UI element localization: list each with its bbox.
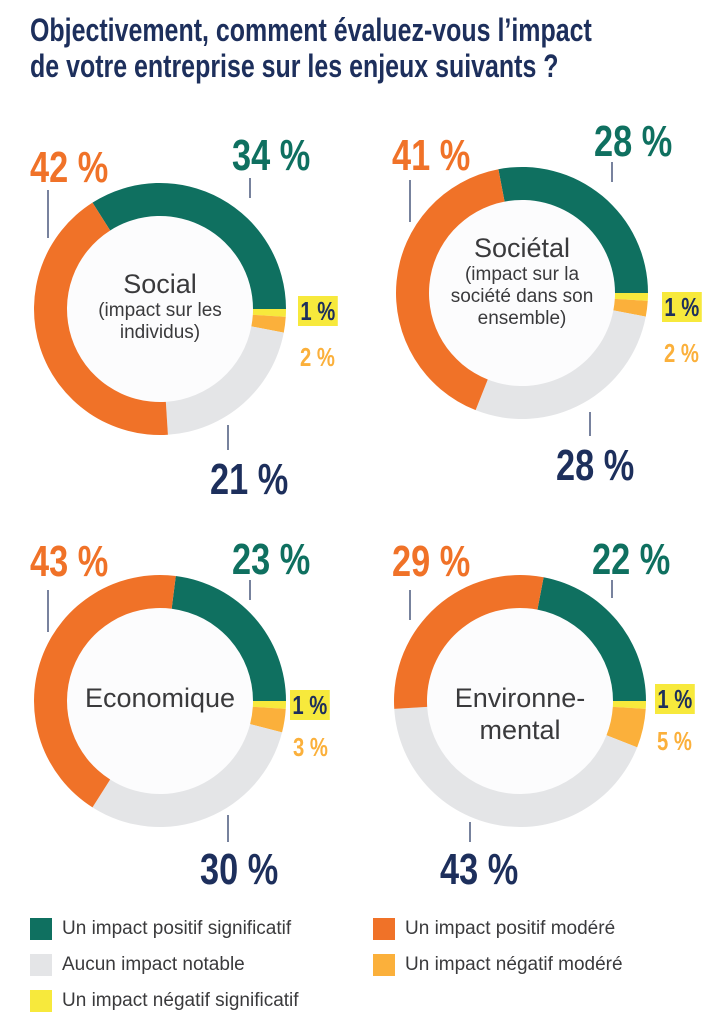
legend-label: Aucun impact notable: [62, 954, 245, 975]
donut-segment: [92, 724, 283, 828]
data-label: 1 %: [298, 296, 338, 326]
legend-item: Un impact positif significatif: [30, 918, 291, 940]
data-label: 1 %: [655, 684, 695, 714]
donut-segment: [537, 577, 646, 701]
donut-segment: [613, 298, 648, 317]
center-label-environnemental: Environne-mental: [450, 682, 590, 746]
donut-segment: [396, 169, 505, 411]
legend-swatch: [373, 954, 395, 976]
donut-segment: [394, 706, 638, 828]
legend-item: Un impact négatif significatif: [30, 990, 299, 1012]
title-line-1: Objectivement, comment évaluez-vous l’im…: [30, 12, 592, 48]
donut-segment: [252, 701, 286, 709]
data-label: 28 %: [556, 441, 635, 490]
donut-segment: [606, 706, 646, 748]
data-label: 5 %: [657, 726, 692, 756]
data-label: 21 %: [210, 455, 289, 504]
donut-segment: [475, 310, 646, 419]
data-label: 3 %: [293, 732, 328, 762]
chart-subtitle: (impact sur la société dans son ensemble…: [450, 264, 594, 329]
center-label-economique: Economique: [60, 682, 260, 714]
donut-segment: [33, 575, 176, 808]
data-label: 29 %: [392, 537, 471, 586]
donut-segment: [92, 183, 286, 309]
chart-name: Social: [123, 269, 197, 299]
donut-center: [427, 608, 613, 794]
donut-segment: [251, 314, 286, 333]
donut-segment: [33, 202, 168, 436]
data-label: 22 %: [592, 535, 671, 584]
title-line-2: de votre entreprise sur les enjeux suiva…: [30, 48, 559, 84]
donut-segment: [614, 293, 648, 301]
legend-item: Aucun impact notable: [30, 954, 245, 976]
legend-label: Un impact négatif modéré: [405, 954, 623, 975]
legend-label: Un impact positif significatif: [62, 918, 292, 939]
center-label-societal: Sociétal (impact sur la société dans son…: [422, 232, 622, 330]
data-label: 1 %: [290, 690, 330, 720]
donut-center: [67, 608, 253, 794]
donut-segment: [252, 309, 286, 317]
legend-swatch: [30, 990, 52, 1012]
legend-label: Un impact négatif significatif: [62, 990, 299, 1011]
center-label-social: Social (impact sur les individus): [60, 268, 260, 344]
legend-item: Un impact positif modéré: [373, 918, 615, 940]
data-label: 41 %: [392, 131, 471, 180]
donut-segment: [394, 575, 544, 709]
chart-name: Sociétal: [473, 233, 571, 263]
chart-name: Environne-mental: [454, 683, 586, 745]
data-label: 42 %: [30, 143, 109, 192]
donut-center: [429, 200, 615, 386]
donut-segment: [612, 701, 646, 709]
data-label: 28 %: [594, 117, 673, 166]
data-label: 2 %: [664, 338, 699, 368]
donut-center: [67, 216, 253, 402]
leader-lines: [47, 162, 613, 842]
data-label: 43 %: [440, 845, 519, 894]
chart-subtitle: (impact sur les individus): [98, 300, 222, 343]
donut-segment: [165, 326, 284, 435]
chart-title: Objectivement, comment évaluez-vous l’im…: [30, 12, 592, 84]
data-label: 34 %: [232, 131, 311, 180]
data-label: 2 %: [300, 342, 335, 372]
legend-swatch: [30, 918, 52, 940]
donut-segment: [250, 706, 286, 733]
legend-swatch: [373, 918, 395, 940]
donut-segment: [498, 167, 649, 293]
data-label: 23 %: [232, 535, 311, 584]
data-label: 30 %: [200, 845, 279, 894]
legend-item: Un impact négatif modéré: [373, 954, 623, 976]
legend-label: Un impact positif modéré: [405, 918, 616, 939]
donut-segment: [171, 575, 286, 701]
chart-name: Economique: [84, 683, 236, 713]
legend-swatch: [30, 954, 52, 976]
data-label: 43 %: [30, 537, 109, 586]
data-label: 1 %: [662, 292, 702, 322]
